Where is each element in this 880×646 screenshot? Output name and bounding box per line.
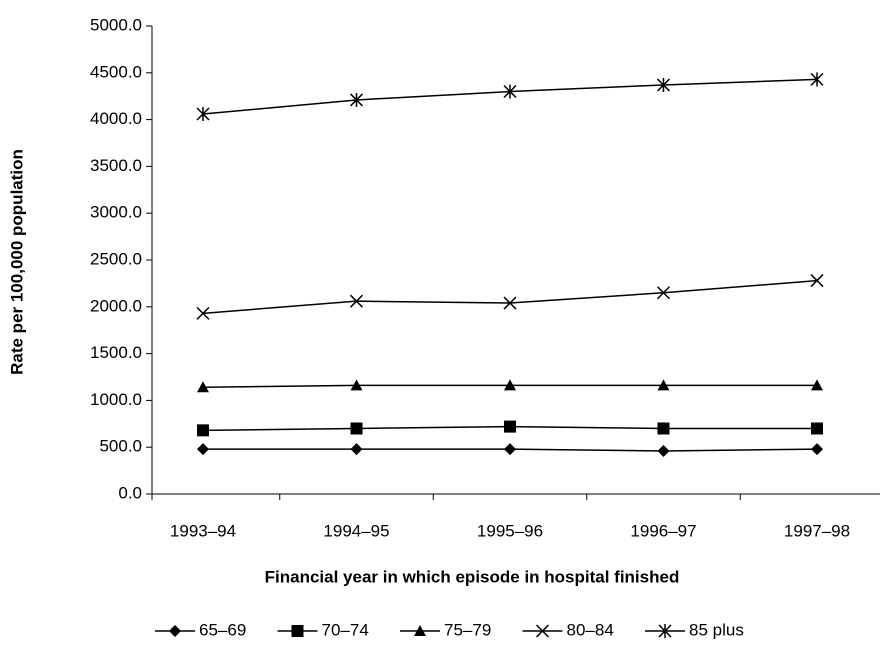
data-point: [197, 424, 209, 437]
y-tick-label: 5000.0: [90, 15, 142, 34]
data-point: [657, 422, 670, 435]
y-tick-label: 1500.0: [90, 343, 142, 362]
x-tick-label: 1993–94: [170, 521, 236, 540]
data-point: [504, 420, 516, 433]
legend-label: 75–79: [444, 620, 491, 639]
data-point: [503, 84, 517, 99]
data-point: [656, 77, 671, 92]
data-point: [811, 379, 823, 391]
legend-marker: [169, 625, 181, 637]
y-tick-label: 0.0: [118, 483, 142, 502]
data-point: [349, 294, 364, 308]
series-line: [202, 279, 818, 315]
y-axis-title: Rate per 100,000 population: [7, 149, 26, 375]
y-tick-label: 2000.0: [90, 296, 142, 315]
legend-label: 65–69: [199, 620, 246, 639]
y-tick-label: 4500.0: [90, 62, 142, 81]
x-tick-label: 1994–95: [323, 521, 389, 540]
data-point: [349, 92, 364, 107]
legend-marker: [535, 624, 550, 638]
legend-marker: [658, 624, 672, 638]
data-point: [196, 306, 210, 320]
legend-marker: [414, 625, 426, 636]
data-point: [657, 444, 670, 457]
x-tick-label: 1997–98: [784, 521, 850, 540]
x-tick-label: 1996–97: [630, 521, 696, 540]
y-tick-label: 3500.0: [90, 156, 142, 175]
y-tick-label: 1000.0: [90, 390, 142, 409]
data-point: [504, 379, 516, 391]
x-axis-title: Financial year in which episode in hospi…: [265, 567, 680, 586]
legend-marker: [291, 625, 304, 637]
y-tick-label: 4000.0: [90, 109, 142, 128]
data-point: [350, 379, 363, 391]
data-point: [196, 106, 210, 121]
data-point: [656, 286, 671, 300]
data-point: [197, 443, 209, 456]
data-point: [350, 443, 363, 456]
x-tick-label: 1995–96: [477, 521, 543, 540]
data-point: [350, 422, 363, 435]
data-point: [503, 296, 517, 310]
legend-label: 80–84: [567, 620, 614, 639]
data-point: [657, 379, 670, 391]
y-tick-label: 3000.0: [90, 203, 142, 222]
y-tick-label: 500.0: [99, 437, 142, 456]
legend-label: 70–74: [322, 620, 369, 639]
data-point: [197, 381, 209, 393]
y-tick-label: 2500.0: [90, 249, 142, 268]
data-point: [811, 422, 823, 435]
legend-label: 85 plus: [689, 620, 744, 639]
data-point: [811, 443, 823, 456]
data-point: [810, 72, 824, 87]
data-point: [504, 443, 516, 456]
data-point: [810, 274, 824, 288]
